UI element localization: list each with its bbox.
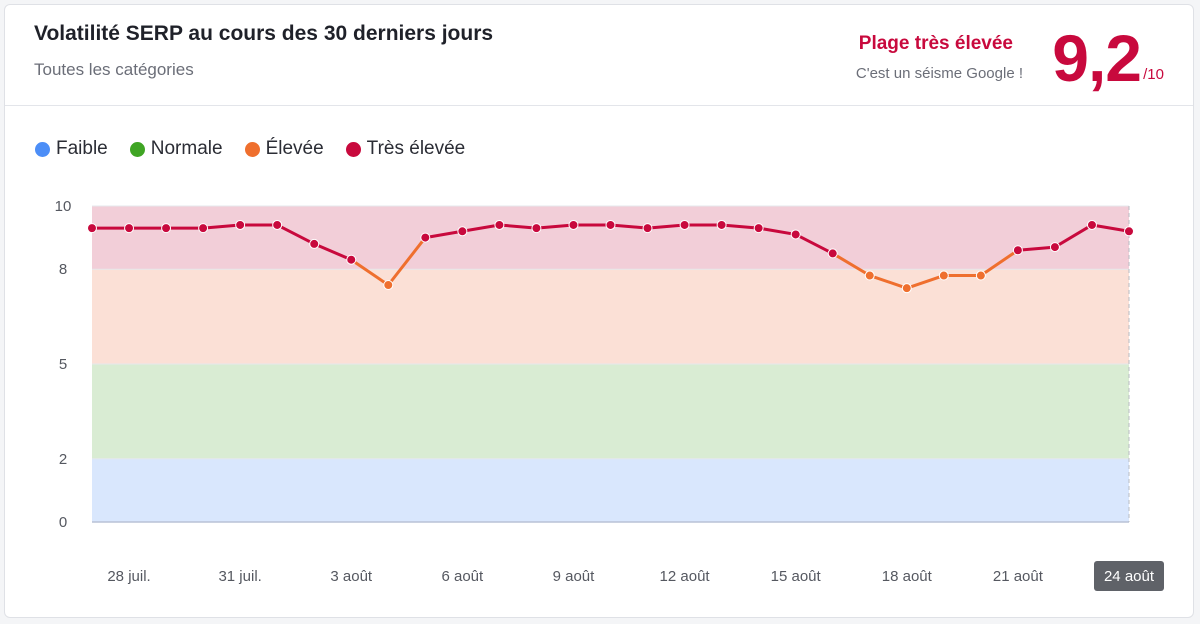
series-segment	[609, 223, 650, 230]
x-tick-label: 21 août	[993, 568, 1044, 585]
band-tres-elevee	[92, 206, 1129, 270]
x-tick-label: 28 juil.	[107, 568, 150, 585]
legend-label-faible: Faible	[56, 138, 108, 159]
data-point	[420, 232, 431, 243]
data-point	[753, 223, 764, 234]
data-point	[124, 223, 135, 234]
data-point	[938, 270, 949, 281]
score-unit: /10	[1143, 66, 1164, 83]
data-point	[975, 270, 986, 281]
data-point	[1012, 245, 1023, 256]
data-point	[605, 219, 616, 230]
legend-dot-faible	[35, 141, 50, 157]
data-point	[642, 223, 653, 234]
legend-dot-elevee	[244, 141, 260, 157]
data-point	[346, 254, 357, 265]
series-segment	[1053, 223, 1094, 249]
series-segment	[1016, 245, 1057, 252]
x-tick-label: 6 août	[441, 568, 484, 585]
data-point	[1086, 219, 1097, 230]
series-segment	[757, 226, 798, 236]
series-segment	[794, 232, 835, 255]
x-tick-label: 15 août	[771, 568, 822, 585]
data-point	[1049, 242, 1060, 253]
data-point	[272, 219, 283, 230]
series-segment	[423, 229, 464, 240]
legend-item-faible[interactable]: Faible	[35, 138, 108, 160]
series-segment	[534, 223, 575, 230]
data-point	[827, 248, 838, 259]
data-point	[235, 219, 246, 230]
volatility-card: Volatilité SERP au cours des 30 derniers…	[4, 4, 1194, 618]
data-point	[1124, 226, 1134, 237]
series-segment	[386, 236, 427, 287]
x-tick-label: 24 août	[1104, 568, 1155, 585]
legend-label-elevee: Élevée	[265, 138, 324, 159]
range-description: C'est un séisme Google !	[855, 65, 1023, 82]
x-tick-label: 3 août	[330, 568, 373, 585]
data-point	[901, 283, 912, 294]
series-segment	[1090, 223, 1131, 233]
volatility-score: 9,2	[1052, 21, 1142, 95]
band-elevee	[92, 269, 1129, 364]
category-filter-label: Toutes les catégories	[34, 60, 194, 79]
legend-label-tres-elevee: Très élevée	[366, 138, 466, 159]
y-tick-label-10: 10	[55, 198, 72, 215]
volatility-line-chart[interactable]: 0 2 5 8 10 28 juil. 31 juil. 3 août 6 août 9 août…	[5, 5, 1195, 619]
series-segment	[979, 248, 1020, 278]
data-point	[494, 219, 505, 230]
chart-legend: Faible Normale Élevée Très élevée	[35, 138, 465, 160]
series-segment	[312, 242, 353, 262]
legend-item-elevee[interactable]: Élevée	[244, 138, 324, 160]
range-label: Plage très élevée	[858, 33, 1013, 54]
data-point	[309, 238, 320, 249]
legend-item-tres-elevee[interactable]: Très élevée	[345, 138, 466, 160]
x-tick-label: 31 juil.	[218, 568, 261, 585]
x-tick-label: 18 août	[882, 568, 933, 585]
legend-dot-tres-elevee	[345, 141, 361, 157]
data-point	[568, 219, 579, 230]
series-segment	[497, 223, 538, 230]
x-tick-label: 9 août	[553, 568, 596, 585]
x-tick-highlight	[1094, 561, 1164, 591]
series-segment	[646, 223, 687, 230]
data-point	[864, 270, 875, 281]
data-point	[790, 229, 801, 240]
y-tick-label-8: 8	[59, 261, 67, 278]
band-normale	[92, 364, 1129, 459]
series-segment	[720, 223, 761, 230]
data-point	[87, 223, 97, 234]
series-segment	[868, 274, 909, 290]
series-segment	[201, 223, 242, 230]
data-point	[161, 223, 172, 234]
legend-label-normale: Normale	[150, 138, 223, 159]
series-segment	[349, 258, 390, 287]
card-header: Volatilité SERP au cours des 30 derniers…	[5, 5, 1193, 106]
y-tick-label-0: 0	[59, 514, 67, 531]
data-point	[457, 226, 468, 237]
series-segment	[831, 251, 872, 278]
data-point	[531, 223, 542, 234]
data-point	[198, 223, 209, 234]
data-point	[383, 280, 394, 290]
data-point	[716, 219, 727, 230]
legend-dot-normale	[129, 141, 145, 157]
band-faible	[92, 458, 1129, 522]
series-segment	[460, 223, 501, 233]
legend-item-normale[interactable]: Normale	[129, 138, 223, 160]
data-point	[679, 219, 690, 230]
x-tick-label: 12 août	[660, 568, 711, 585]
series-segment	[905, 274, 946, 290]
y-tick-label-2: 2	[59, 451, 67, 468]
series-segment	[275, 223, 316, 246]
card-title: Volatilité SERP au cours des 30 derniers…	[34, 22, 494, 45]
y-tick-label-5: 5	[59, 356, 67, 373]
